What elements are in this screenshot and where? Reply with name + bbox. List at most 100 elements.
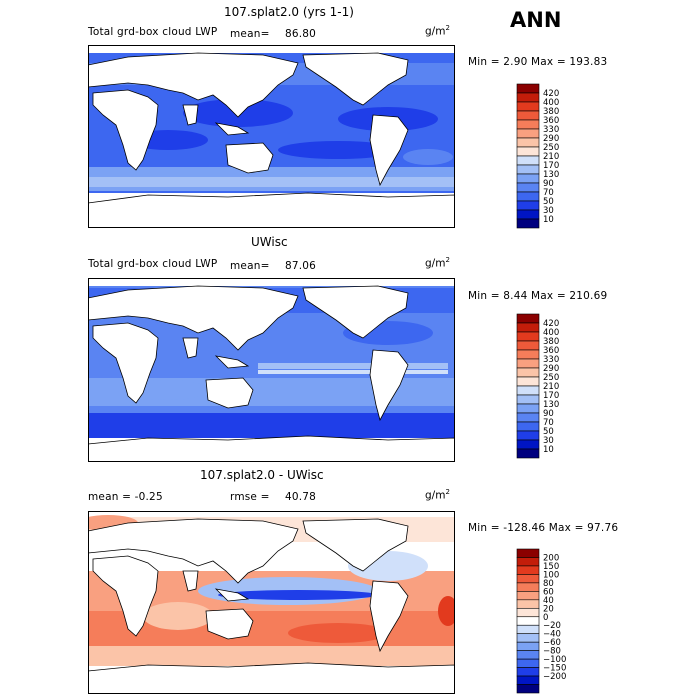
colorbar-tick-label: 50 (543, 197, 554, 207)
colorbar-tick-label: 90 (543, 179, 554, 189)
colorbar-tick-label: −60 (543, 638, 561, 648)
colorbar-swatch (516, 191, 540, 202)
colorbar-tick-label: 420 (543, 319, 559, 329)
colorbar-swatch (516, 128, 540, 139)
panel-3-stat-label: rmse = (230, 491, 270, 503)
colorbar-swatch (516, 376, 540, 387)
colorbar-swatch (516, 412, 540, 423)
colorbar-tick-label: 70 (543, 418, 554, 428)
colorbar-tick-label: 400 (543, 328, 559, 338)
colorbar-tick-label: 250 (543, 143, 559, 153)
panel-2-units: g/m2 (425, 256, 450, 270)
colorbar-swatch (516, 218, 540, 229)
colorbar-swatch (516, 340, 540, 351)
colorbar-swatch (516, 83, 540, 94)
colorbar-tick-label: 60 (543, 587, 554, 597)
panel-1-map-frame (88, 45, 455, 228)
panel-3-stat-value: 40.78 (285, 491, 317, 503)
colorbar-swatch (516, 439, 540, 450)
panel-1-title: 107.splat2.0 (yrs 1-1) (224, 5, 354, 19)
colorbar-swatch (516, 209, 540, 220)
colorbar-swatch (516, 119, 540, 130)
colorbar-swatch (516, 137, 540, 148)
colorbar-tick-label: −200 (543, 672, 566, 682)
colorbar-swatch (516, 110, 540, 121)
colorbar-tick-label: 330 (543, 125, 559, 135)
colorbar-tick-label: 380 (543, 337, 559, 347)
colorbar-swatch (516, 385, 540, 396)
colorbar-swatch (516, 624, 540, 635)
colorbar-swatch (516, 101, 540, 112)
panel-3-colorbar: 200150100806040200−20−40−60−80−100−150−2… (516, 548, 566, 694)
colorbar-tick-label: 30 (543, 206, 554, 216)
colorbar-tick-label: 210 (543, 382, 559, 392)
colorbar-swatch (516, 403, 540, 414)
colorbar-tick-label: 290 (543, 364, 559, 374)
colorbar-tick-label: 210 (543, 152, 559, 162)
colorbar-swatch (516, 650, 540, 660)
colorbar-swatch (516, 557, 540, 567)
colorbar-swatch (516, 616, 540, 626)
colorbar-swatch (516, 349, 540, 360)
panel-1-stat-value: 86.80 (285, 28, 317, 40)
panel-2-stat-value: 87.06 (285, 260, 317, 272)
colorbar-tick-label: 100 (543, 570, 559, 580)
panel-2-minmax: Min = 8.44 Max = 210.69 (468, 290, 608, 302)
colorbar-swatch (516, 448, 540, 459)
colorbar-tick-label: 10 (543, 445, 554, 455)
colorbar-swatch (516, 633, 540, 643)
continents (88, 52, 455, 228)
colorbar-tick-label: 380 (543, 107, 559, 117)
colorbar-swatch (516, 641, 540, 651)
colorbar-swatch (516, 582, 540, 592)
panel-3-minmax: Min = -128.46 Max = 97.76 (468, 522, 619, 534)
colorbar-tick-label: 80 (543, 579, 554, 589)
colorbar-swatch (516, 684, 540, 694)
colorbar-tick-label: −40 (543, 630, 561, 640)
colorbar-tick-label: −100 (543, 655, 566, 665)
colorbar-tick-label: 20 (543, 604, 554, 614)
panel-1-map (88, 45, 455, 228)
colorbar-swatch (516, 591, 540, 601)
colorbar-swatch (516, 667, 540, 677)
panel-3-units: g/m2 (425, 488, 450, 502)
colorbar-swatch (516, 675, 540, 685)
colorbar-tick-label: 400 (543, 98, 559, 108)
colorbar-tick-label: 360 (543, 116, 559, 126)
panel-1-minmax: Min = 2.90 Max = 193.83 (468, 56, 608, 68)
colorbar-swatch (516, 182, 540, 193)
colorbar-tick-label: 130 (543, 400, 559, 410)
colorbar-swatch (516, 430, 540, 441)
panel-1-units: g/m2 (425, 24, 450, 38)
colorbar-tick-label: 50 (543, 427, 554, 437)
panel-3-title: 107.splat2.0 - UWisc (200, 468, 324, 482)
colorbar-swatch (516, 200, 540, 211)
colorbar-swatch (516, 367, 540, 378)
continents (88, 518, 455, 694)
panel-3-map (88, 511, 455, 694)
panel-2-stat-label: mean= (230, 260, 270, 272)
colorbar-swatch (516, 599, 540, 609)
colorbar-swatch (516, 421, 540, 432)
colorbar-tick-label: 170 (543, 161, 559, 171)
panel-1-variable-label: Total grd-box cloud LWP (88, 26, 218, 38)
colorbar-tick-label: 30 (543, 436, 554, 446)
colorbar-tick-label: 170 (543, 391, 559, 401)
colorbar-swatch (516, 548, 540, 558)
colorbar-swatch (516, 173, 540, 184)
colorbar-swatch (516, 331, 540, 342)
colorbar-tick-label: 150 (543, 562, 559, 572)
colorbar-swatch (516, 658, 540, 668)
panel-2-title: UWisc (251, 235, 288, 249)
panel-2-variable-label: Total grd-box cloud LWP (88, 258, 218, 270)
panel-3-mean-label: mean = -0.25 (88, 491, 163, 503)
colorbar-tick-label: 250 (543, 373, 559, 383)
colorbar-swatch (516, 394, 540, 405)
panel-2-map (88, 278, 455, 462)
colorbar-tick-label: 70 (543, 188, 554, 198)
colorbar-swatch (516, 164, 540, 175)
colorbar-tick-label: 40 (543, 596, 554, 606)
colorbar-swatch (516, 607, 540, 618)
colorbar-swatch (516, 565, 540, 575)
